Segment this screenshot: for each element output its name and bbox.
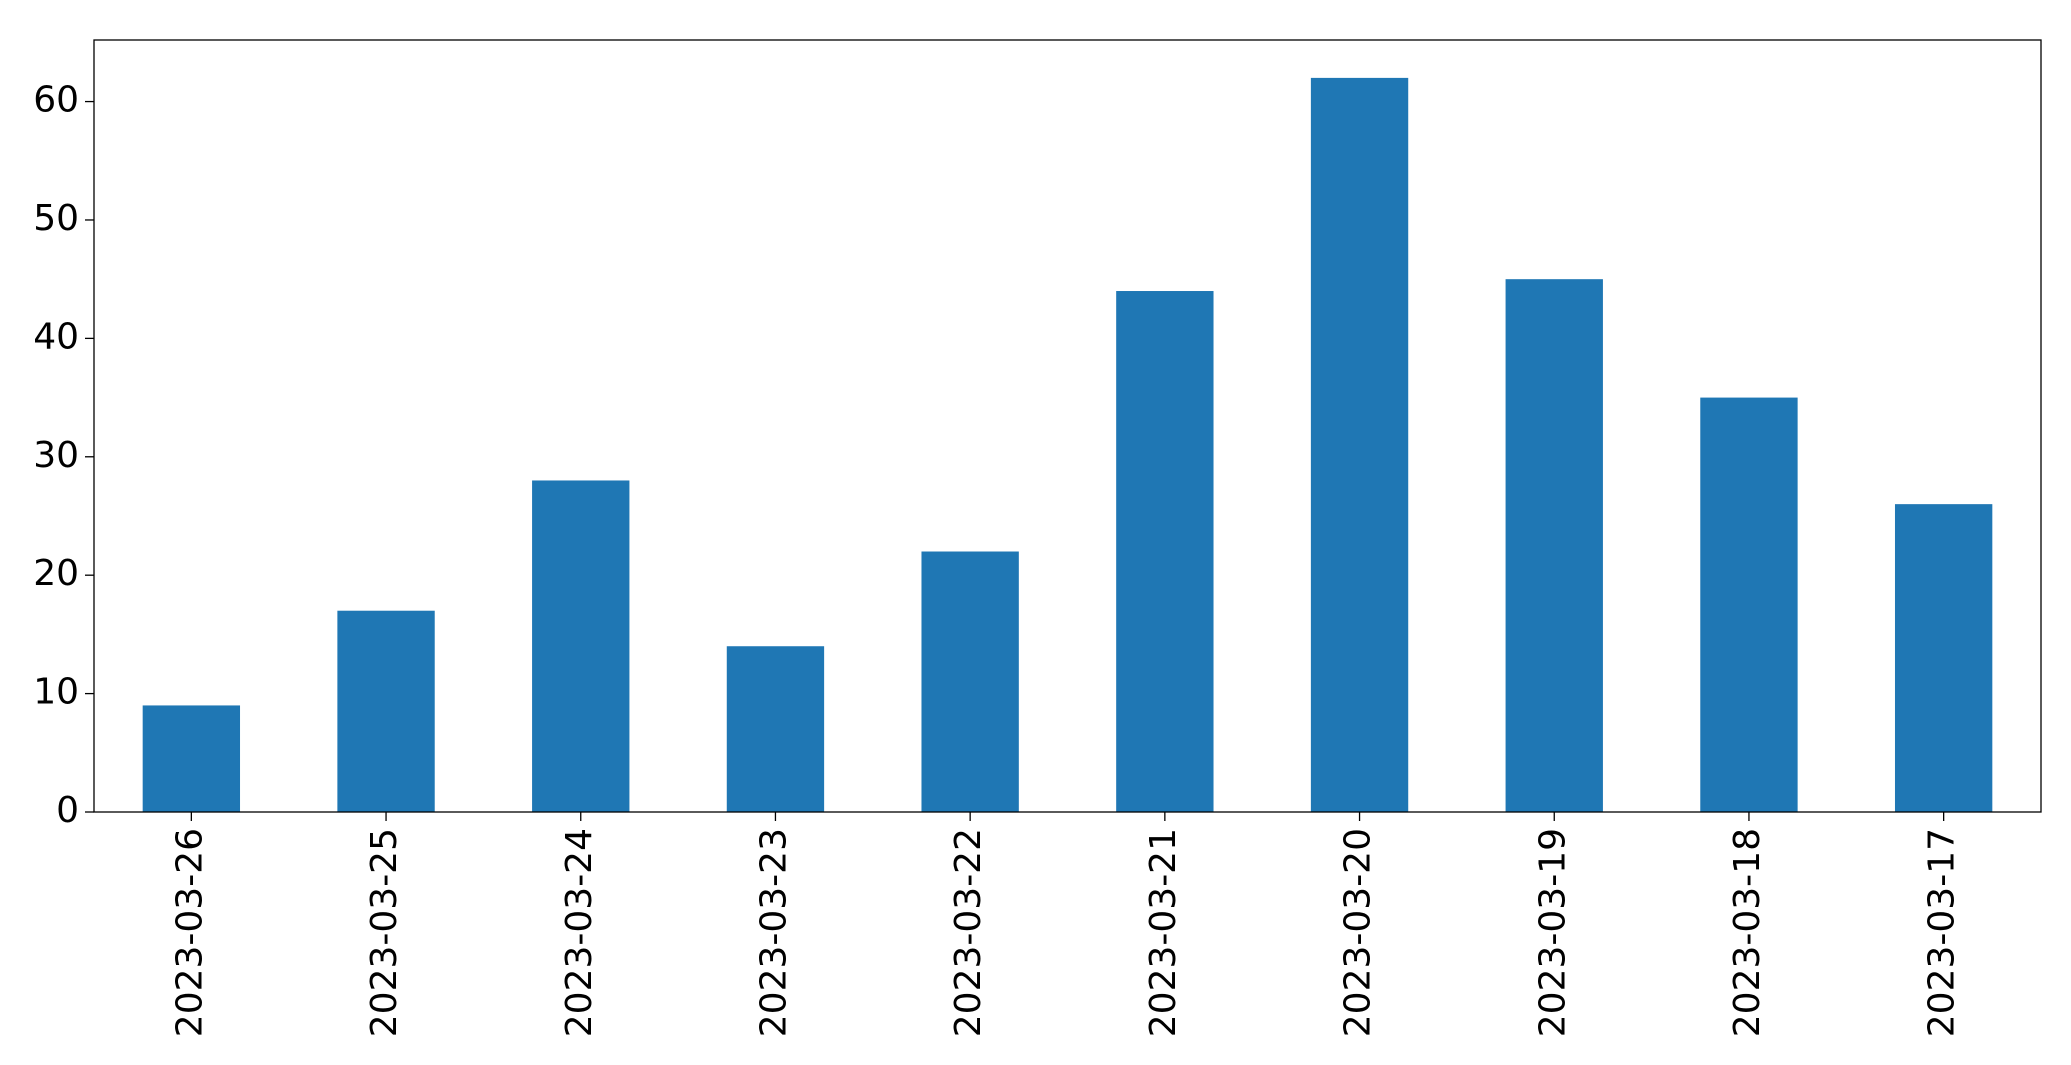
x-tick-label: 2023-03-22 [948,828,989,1037]
bar [532,480,630,812]
y-tick-label: 40 [33,316,79,357]
bar [1894,504,1993,812]
x-tick-label: 2023-03-24 [559,828,600,1037]
bar [142,705,241,812]
bar [1116,291,1214,812]
bar [921,551,1019,812]
bar [337,610,435,812]
plot-frame [93,39,2042,813]
x-tick-label: 2023-03-21 [1143,828,1184,1037]
x-tick-label: 2023-03-17 [1922,828,1963,1037]
x-tick-label: 2023-03-20 [1338,828,1379,1037]
bar [726,646,825,812]
bar [1505,279,1603,812]
x-tick-label: 2023-03-23 [753,828,794,1037]
y-tick-label: 30 [33,435,79,476]
y-tick-label: 50 [33,198,79,239]
bar [1310,77,1409,812]
x-tick-label: 2023-03-25 [364,828,405,1037]
y-tick-label: 0 [56,790,79,831]
y-tick-label: 20 [33,553,79,594]
bar [1700,397,1798,812]
x-tick-label: 2023-03-26 [169,828,210,1037]
y-tick-label: 60 [33,80,79,121]
x-tick-label: 2023-03-18 [1727,828,1768,1037]
y-tick-label: 10 [33,672,79,713]
x-tick-label: 2023-03-19 [1532,828,1573,1037]
